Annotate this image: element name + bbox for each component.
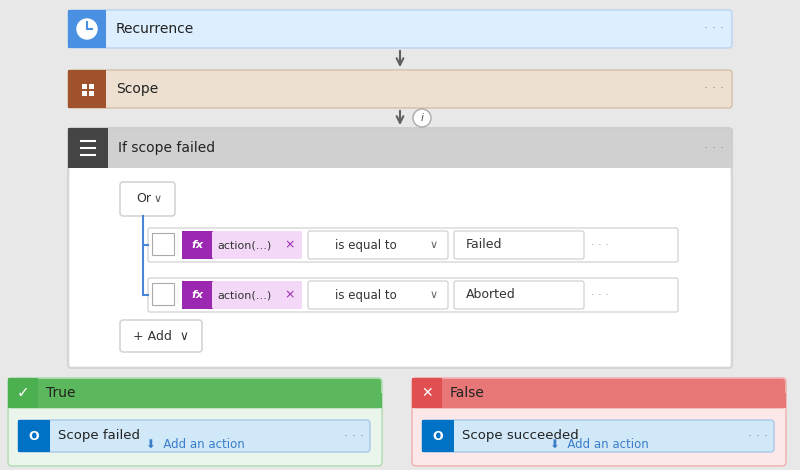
FancyBboxPatch shape (68, 128, 732, 168)
Bar (82, 84, 87, 89)
Text: · · ·: · · · (704, 83, 724, 95)
Text: O: O (433, 430, 443, 442)
Text: ✕: ✕ (421, 386, 433, 400)
FancyBboxPatch shape (412, 378, 786, 408)
Bar (68, 128, 108, 168)
Bar (152, 233, 174, 255)
FancyBboxPatch shape (308, 231, 448, 259)
Bar (412, 393, 786, 408)
Text: ×: × (285, 238, 295, 251)
Text: Failed: Failed (466, 238, 502, 251)
FancyBboxPatch shape (422, 420, 774, 452)
Text: · · ·: · · · (748, 430, 768, 442)
Text: Recurrence: Recurrence (116, 22, 194, 36)
FancyBboxPatch shape (18, 420, 370, 452)
Text: If scope failed: If scope failed (118, 141, 215, 155)
FancyBboxPatch shape (182, 231, 302, 259)
FancyBboxPatch shape (120, 182, 175, 216)
Circle shape (77, 19, 97, 39)
FancyBboxPatch shape (454, 231, 584, 259)
Text: i: i (421, 113, 423, 123)
Text: is equal to: is equal to (335, 289, 397, 301)
Text: Or: Or (136, 193, 151, 205)
Text: ✓: ✓ (17, 385, 30, 400)
Text: ∨: ∨ (154, 194, 162, 204)
Text: Scope failed: Scope failed (58, 430, 140, 442)
Bar (82, 91, 87, 96)
Bar (68, 10, 106, 48)
Text: ⬇  Add an action: ⬇ Add an action (146, 438, 244, 451)
Bar (8, 378, 38, 408)
Text: action(…): action(…) (217, 240, 271, 250)
Text: fx: fx (191, 240, 203, 250)
Bar (89, 91, 94, 96)
FancyBboxPatch shape (68, 10, 732, 48)
FancyBboxPatch shape (120, 320, 202, 352)
Bar (182, 231, 212, 259)
Bar (422, 420, 454, 452)
FancyBboxPatch shape (412, 378, 786, 466)
Bar (68, 148, 732, 168)
Bar (68, 70, 106, 108)
Text: ∨: ∨ (430, 290, 438, 300)
FancyBboxPatch shape (182, 281, 302, 309)
Text: ∨: ∨ (430, 240, 438, 250)
Text: ×: × (285, 289, 295, 301)
FancyBboxPatch shape (8, 378, 382, 408)
Text: Aborted: Aborted (466, 289, 516, 301)
FancyBboxPatch shape (148, 278, 678, 312)
Text: · · ·: · · · (704, 141, 724, 155)
Text: Scope: Scope (116, 82, 158, 96)
Text: ⬇  Add an action: ⬇ Add an action (550, 438, 648, 451)
Text: · · ·: · · · (344, 430, 364, 442)
Bar (70, 168, 730, 366)
FancyBboxPatch shape (308, 281, 448, 309)
Bar (8, 393, 382, 408)
Circle shape (413, 109, 431, 127)
Text: · · ·: · · · (591, 240, 609, 250)
Text: Scope succeeded: Scope succeeded (462, 430, 578, 442)
FancyBboxPatch shape (454, 281, 584, 309)
Bar (89, 84, 94, 89)
Bar (182, 281, 212, 309)
Text: + Add  ∨: + Add ∨ (133, 329, 189, 343)
Bar (412, 378, 442, 408)
Text: is equal to: is equal to (335, 238, 397, 251)
FancyBboxPatch shape (212, 231, 302, 259)
Bar (152, 283, 174, 305)
FancyBboxPatch shape (148, 228, 678, 262)
Text: O: O (29, 430, 39, 442)
FancyBboxPatch shape (68, 70, 732, 108)
Bar (18, 420, 50, 452)
Text: · · ·: · · · (591, 290, 609, 300)
Text: fx: fx (191, 290, 203, 300)
FancyBboxPatch shape (68, 128, 732, 368)
Text: action(…): action(…) (217, 290, 271, 300)
Text: · · ·: · · · (704, 23, 724, 36)
Text: False: False (450, 386, 485, 400)
Text: True: True (46, 386, 75, 400)
FancyBboxPatch shape (212, 281, 302, 309)
FancyBboxPatch shape (8, 378, 382, 466)
